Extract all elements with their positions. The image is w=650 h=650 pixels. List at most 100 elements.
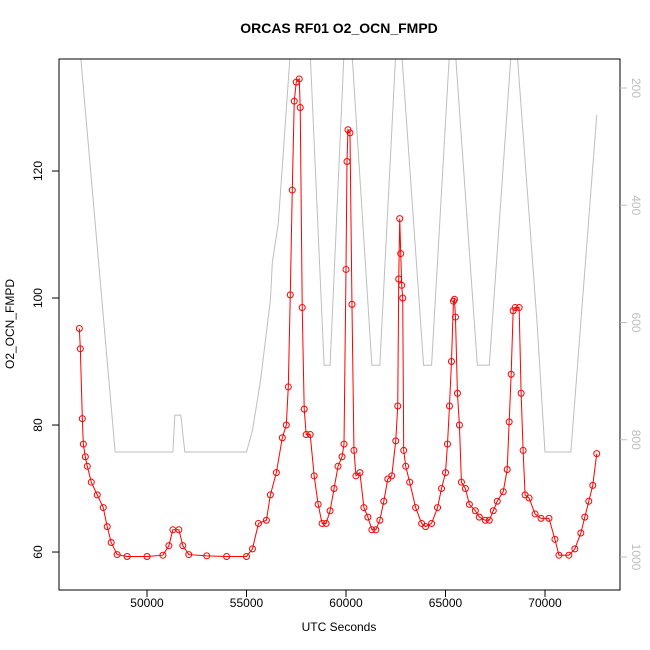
data-point [75,325,83,333]
data-point [113,551,121,559]
data-point [493,497,501,505]
data-point [364,513,372,521]
data-point [298,304,306,312]
x-tick-label: 50000 [130,596,164,610]
data-point [441,469,449,477]
data-point [76,345,84,353]
data-point [450,295,458,303]
data-point [445,402,453,410]
data-point [79,440,87,448]
data-point [394,402,402,410]
data-point [284,383,292,391]
data-point [511,304,519,312]
data-point [372,526,380,534]
data-point [340,440,348,448]
data-point [465,500,473,508]
x-tick-label: 60000 [329,596,363,610]
data-point [368,526,376,534]
data-point [314,500,322,508]
data-point [322,519,330,527]
data-point [360,504,368,512]
data-point [159,551,167,559]
data-point [422,523,430,531]
data-point [519,446,527,454]
data-point [123,552,131,560]
data-point [517,389,525,397]
data-point [471,507,479,515]
data-point [397,250,405,258]
data-point [434,504,442,512]
data-point [499,488,507,496]
data-point [175,526,183,534]
data-point [99,504,107,512]
data-point [555,551,563,559]
data-point [346,129,354,137]
data-point [565,551,573,559]
data-point [223,552,231,560]
chart-title: ORCAS RF01 O2_OCN_FMPD [240,20,438,36]
data-point [400,446,408,454]
data-point [376,516,384,524]
data-point [300,405,308,413]
data-point [254,519,262,527]
data-point [481,516,489,524]
data-point [302,431,310,439]
data-point [581,513,589,521]
data-point [395,275,403,283]
data-point [306,431,314,439]
data-point [278,434,286,442]
y2-tick-label: 800 [629,430,643,450]
data-point [406,478,414,486]
data-point [475,513,483,521]
data-point [318,519,326,527]
y-tick-label: 120 [31,161,45,181]
data-point [438,485,446,493]
y2-tick-label: 600 [629,312,643,332]
plot-frame [58,58,621,591]
data-point [262,516,270,524]
y2-tick-label: 400 [629,195,643,215]
data-point [103,523,111,531]
data-point [282,421,290,429]
data-point [525,494,533,502]
data-point [455,421,463,429]
data-point [266,491,274,499]
x-tick-label: 65000 [429,596,463,610]
data-point [343,157,351,165]
data-point [350,446,358,454]
data-point [143,552,151,560]
data-point [242,552,250,560]
data-point [507,370,515,378]
data-point [551,535,559,543]
data-point [272,469,280,477]
data-point [577,529,585,537]
y-axis-title: O2_OCN_FMPD [3,279,17,369]
data-point [585,497,593,505]
data-point [310,472,318,480]
data-point [179,542,187,550]
data-point [342,265,350,273]
data-point [392,437,400,445]
data-point [537,514,545,522]
data-point [388,472,396,480]
data-point [330,485,338,493]
data-point [398,281,406,289]
x-axis-title: UTC Seconds [302,620,377,634]
plot-area [75,59,601,560]
data-point [545,514,553,522]
data-point [593,450,601,458]
data-point [503,465,511,473]
data-point [396,215,404,223]
data-point [457,478,465,486]
data-point [428,519,436,527]
data-point [356,469,364,477]
y2-tick-label: 200 [629,78,643,98]
data-point [402,462,410,470]
series-line [80,59,598,453]
data-point [451,313,459,321]
y-tick-label: 80 [31,418,45,432]
data-point [348,300,356,308]
data-point [296,104,304,112]
data-point [107,539,115,547]
